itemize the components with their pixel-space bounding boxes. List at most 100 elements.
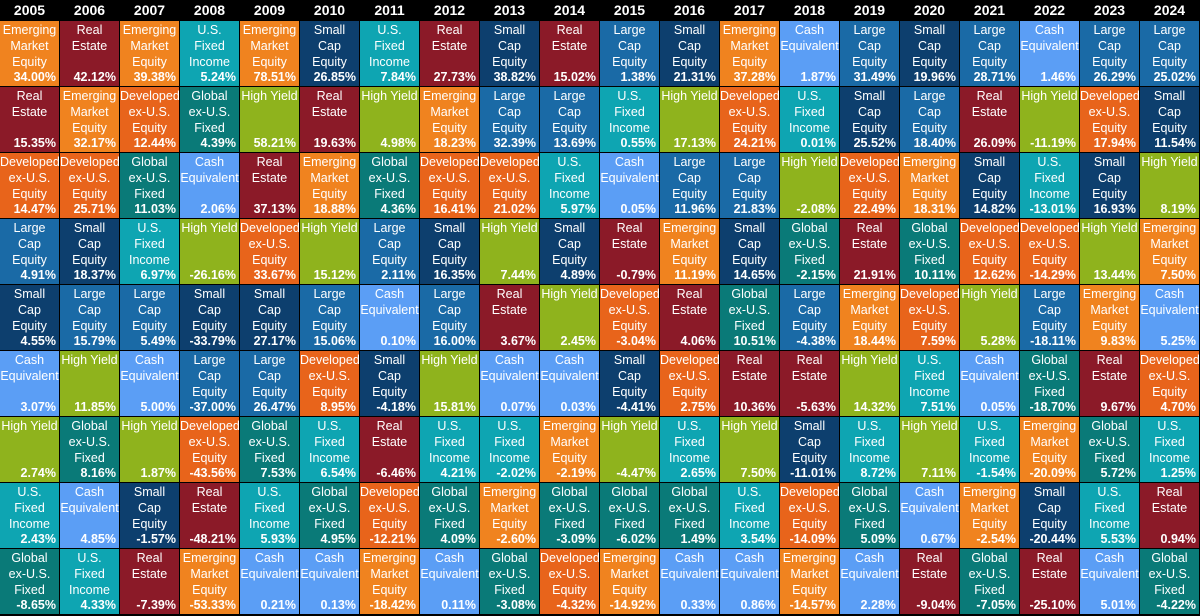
return-value: -6.02% [616, 532, 656, 546]
cell-2007-real-estate: Real Estate -7.39% [120, 549, 179, 614]
asset-label: Cash Equivalent [660, 551, 719, 581]
asset-label: High Yield [841, 353, 898, 367]
asset-label: Cash Equivalent [240, 551, 299, 581]
asset-label: Emerging Market Equity [362, 551, 417, 597]
return-value: 1.25% [1160, 466, 1196, 480]
asset-label: Developed ex-U.S. Equity [60, 155, 119, 201]
return-value: 4.39% [200, 136, 236, 150]
year-header-2012: 2012 [420, 0, 479, 20]
asset-label: Emerging Market Equity [122, 23, 177, 69]
cell-2008-small-cap-equity: Small Cap Equity -33.79% [180, 285, 239, 350]
asset-label: Small Cap Equity [72, 221, 107, 267]
cell-2018-real-estate: Real Estate -5.63% [780, 351, 839, 416]
cell-2011-emerging-market-equity: Emerging Market Equity -18.42% [360, 549, 419, 614]
asset-label: Large Cap Equity [672, 155, 707, 201]
asset-label: Large Cap Equity [132, 287, 167, 333]
asset-label: Real Estate [791, 353, 828, 383]
cell-2005-high-yield: High Yield 2.74% [0, 417, 59, 482]
asset-label: U.S. Fixed Income [189, 23, 230, 69]
return-value: 1.46% [1040, 70, 1076, 84]
return-value: 17.13% [673, 136, 716, 150]
year-header-2009: 2009 [240, 0, 299, 20]
asset-label: Small Cap Equity [252, 287, 287, 333]
return-value: 32.17% [73, 136, 116, 150]
cell-2020-u-s-fixed-income: U.S. Fixed Income 7.51% [900, 351, 959, 416]
asset-label: Emerging Market Equity [782, 551, 837, 597]
cell-2018-global-ex-u-s-fixed: Global ex-U.S. Fixed -2.15% [780, 219, 839, 284]
cell-2024-global-ex-u-s-fixed: Global ex-U.S. Fixed -4.22% [1140, 549, 1199, 614]
cell-2024-emerging-market-equity: Emerging Market Equity 7.50% [1140, 219, 1199, 284]
return-value: 37.28% [733, 70, 776, 84]
cell-2018-cash-equivalent: Cash Equivalent 1.87% [780, 21, 839, 86]
cell-2022-cash-equivalent: Cash Equivalent 1.46% [1020, 21, 1079, 86]
cell-2005-large-cap-equity: Large Cap Equity 4.91% [0, 219, 59, 284]
cell-2023-developed-ex-u-s-equity: Developed ex-U.S. Equity 17.94% [1080, 87, 1139, 152]
return-value: -4.47% [616, 466, 656, 480]
return-value: -2.08% [796, 202, 836, 216]
year-header-2024: 2024 [1140, 0, 1199, 20]
cell-2011-small-cap-equity: Small Cap Equity -4.18% [360, 351, 419, 416]
cell-2024-small-cap-equity: Small Cap Equity 11.54% [1140, 87, 1199, 152]
asset-label: Large Cap Equity [1152, 23, 1187, 69]
cell-2013-real-estate: Real Estate 3.67% [480, 285, 539, 350]
asset-label: U.S. Fixed Income [69, 551, 110, 597]
asset-label: Global ex-U.S. Fixed [788, 221, 831, 267]
return-value: 2.75% [680, 400, 716, 414]
asset-label: Global ex-U.S. Fixed [8, 551, 51, 597]
asset-label: U.S. Fixed Income [429, 419, 470, 465]
return-value: 0.03% [560, 400, 596, 414]
cell-2010-small-cap-equity: Small Cap Equity 26.85% [300, 21, 359, 86]
cell-2006-u-s-fixed-income: U.S. Fixed Income 4.33% [60, 549, 119, 614]
cell-2022-global-ex-u-s-fixed: Global ex-U.S. Fixed -18.70% [1020, 351, 1079, 416]
cell-2021-cash-equivalent: Cash Equivalent 0.05% [960, 351, 1019, 416]
return-value: 0.55% [620, 136, 656, 150]
cell-2014-high-yield: High Yield 2.45% [540, 285, 599, 350]
asset-label: Large Cap Equity [432, 287, 467, 333]
asset-label: U.S. Fixed Income [9, 485, 50, 531]
cell-2007-small-cap-equity: Small Cap Equity -1.57% [120, 483, 179, 548]
cell-2014-developed-ex-u-s-equity: Developed ex-U.S. Equity -4.32% [540, 549, 599, 614]
asset-label: U.S. Fixed Income [1149, 419, 1190, 465]
return-value: 5.72% [1100, 466, 1136, 480]
return-value: 4.89% [560, 268, 596, 282]
asset-label: Small Cap Equity [912, 23, 947, 69]
return-value: 10.11% [914, 268, 956, 282]
asset-label: Small Cap Equity [1152, 89, 1187, 135]
cell-2016-global-ex-u-s-fixed: Global ex-U.S. Fixed 1.49% [660, 483, 719, 548]
year-header-2019: 2019 [840, 0, 899, 20]
cell-2015-global-ex-u-s-fixed: Global ex-U.S. Fixed -6.02% [600, 483, 659, 548]
return-value: 21.02% [493, 202, 536, 216]
cell-2012-large-cap-equity: Large Cap Equity 16.00% [420, 285, 479, 350]
return-value: 5.00% [140, 400, 176, 414]
return-value: 26.29% [1093, 70, 1136, 84]
cell-2009-real-estate: Real Estate 37.13% [240, 153, 299, 218]
cell-2015-cash-equivalent: Cash Equivalent 0.05% [600, 153, 659, 218]
cell-2011-cash-equivalent: Cash Equivalent 0.10% [360, 285, 419, 350]
asset-label: Small Cap Equity [132, 485, 167, 531]
asset-label: U.S. Fixed Income [549, 155, 590, 201]
return-value: 7.11% [921, 466, 956, 480]
return-value: -26.16% [189, 268, 236, 282]
asset-label: Small Cap Equity [492, 23, 527, 69]
return-value: -14.92% [609, 598, 656, 612]
asset-label: Developed ex-U.S. Equity [420, 155, 479, 201]
asset-label: Cash Equivalent [420, 551, 479, 581]
return-value: 25.71% [73, 202, 116, 216]
return-value: 18.44% [853, 334, 896, 348]
return-value: 2.74% [20, 466, 56, 480]
cell-2014-u-s-fixed-income: U.S. Fixed Income 5.97% [540, 153, 599, 218]
asset-label: Real Estate [431, 23, 468, 53]
asset-label: Global ex-U.S. Fixed [188, 89, 231, 135]
cell-2009-global-ex-u-s-fixed: Global ex-U.S. Fixed 7.53% [240, 417, 299, 482]
cell-2013-high-yield: High Yield 7.44% [480, 219, 539, 284]
asset-label: High Yield [121, 419, 178, 433]
asset-label: U.S. Fixed Income [249, 485, 290, 531]
cell-2015-large-cap-equity: Large Cap Equity 1.38% [600, 21, 659, 86]
cell-2012-emerging-market-equity: Emerging Market Equity 18.23% [420, 87, 479, 152]
return-value: 0.10% [380, 334, 416, 348]
asset-label: Small Cap Equity [612, 353, 647, 399]
asset-label: High Yield [301, 221, 358, 235]
cell-2022-real-estate: Real Estate -25.10% [1020, 549, 1079, 614]
cell-2006-cash-equivalent: Cash Equivalent 4.85% [60, 483, 119, 548]
return-value: 4.91% [20, 268, 56, 282]
